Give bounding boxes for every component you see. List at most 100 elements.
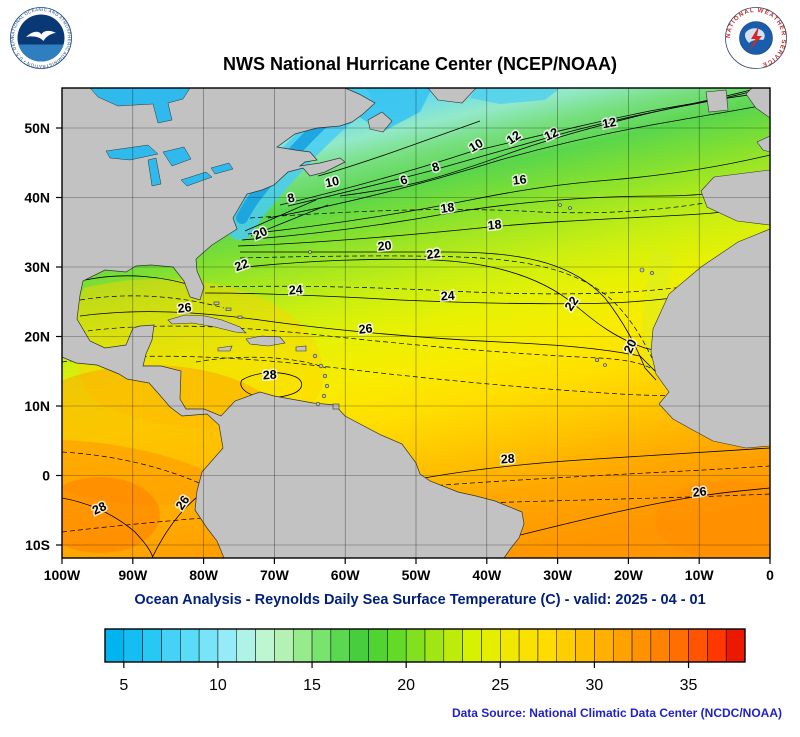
bahamas-island — [225, 307, 232, 311]
colorbar-tick-label: 10 — [209, 677, 227, 694]
antilles-island — [322, 373, 328, 379]
greenland-tip — [427, 88, 477, 104]
trinidad-island — [332, 403, 340, 410]
x-axis-label: 0 — [766, 567, 774, 583]
contour-label: 28 — [500, 452, 515, 467]
colorbar-segment — [537, 628, 558, 663]
jamaica-island — [217, 345, 233, 352]
contour-line-dashed — [79, 295, 225, 309]
canary-island — [650, 271, 654, 275]
colorbar-segment — [669, 628, 689, 663]
canary-island — [639, 267, 645, 273]
colorbar-tick-label: 25 — [491, 677, 509, 694]
colorbar-tick-label: 30 — [586, 677, 604, 694]
contour-label: 22 — [426, 246, 442, 262]
contour-line-dashed — [429, 465, 770, 487]
x-axis-label: 70W — [260, 567, 290, 583]
contour-line — [267, 103, 770, 219]
contour-label: 22 — [233, 256, 251, 274]
azores-island — [568, 206, 572, 210]
colorbar-segment — [255, 628, 275, 663]
ireland-island — [705, 89, 729, 113]
colorbar-segment — [443, 628, 463, 663]
contour-line-dashed — [62, 451, 248, 558]
x-axis-label: 100W — [44, 567, 81, 583]
colorbar-segment — [707, 628, 727, 663]
colorbar-segment — [424, 628, 445, 663]
colorbar-segment — [631, 628, 652, 663]
colorbar-segment — [612, 628, 633, 663]
contour-label: 26 — [358, 321, 373, 336]
y-axis-label: 0 — [42, 468, 50, 484]
lake-superior — [105, 144, 159, 161]
bahamas-island — [237, 315, 243, 319]
colorbar-segment — [198, 628, 219, 663]
colorbar-segment — [161, 628, 181, 663]
colorbar-segment — [650, 628, 670, 663]
colorbar-segment — [217, 628, 238, 663]
cuba-island — [167, 314, 247, 334]
y-axis-label: 40N — [24, 190, 50, 206]
gulf-of-guinea-warm-water — [655, 480, 770, 558]
colorbar-segment — [142, 628, 162, 663]
map-subtitle: Ocean Analysis - Reynolds Daily Sea Surf… — [134, 592, 705, 608]
colorbar-segment — [330, 628, 350, 663]
contour-line — [479, 487, 770, 546]
colorbar-segment — [292, 628, 313, 663]
colorbar-segment — [462, 628, 482, 663]
lake-erie — [180, 171, 213, 187]
newfoundland-island — [367, 111, 393, 133]
colorbar-segment — [725, 628, 746, 663]
colorbar-segment — [236, 628, 256, 663]
y-axis-label: 20N — [24, 329, 50, 345]
contour-line — [240, 251, 657, 381]
colorbar-segment — [387, 628, 407, 663]
colorbar-segment — [594, 628, 614, 663]
colorbar-segment — [349, 628, 369, 663]
colorbar-segment — [556, 628, 576, 663]
contour-label: 10 — [324, 174, 341, 191]
nws-logo: NATIONAL WEATHER SERVICE — [725, 7, 787, 69]
antilles-island — [312, 353, 318, 359]
contour-label: 18 — [487, 217, 502, 232]
hispaniola-island — [245, 335, 286, 347]
x-axis-label: 60W — [331, 567, 361, 583]
x-axis-label: 50W — [402, 567, 432, 583]
france-coast — [756, 135, 770, 153]
contour-label: 12 — [601, 115, 617, 131]
y-axis-label: 10N — [24, 398, 50, 414]
colorbar-segment — [575, 628, 595, 663]
contour-label: 26 — [692, 484, 707, 499]
nws-lightning-icon — [749, 26, 762, 51]
colorbar-segment — [311, 628, 332, 663]
colorbar-tick-label: 20 — [397, 677, 415, 694]
y-axis-label: 50N — [24, 120, 50, 136]
x-axis-label: 10W — [685, 567, 715, 583]
temperature-colorbar: 5 10 15 20 25 30 35 — [104, 628, 746, 694]
colorbar-segment — [123, 628, 143, 663]
contour-line-dashed — [239, 255, 653, 359]
colorbar-segment — [688, 628, 708, 663]
x-axis-label: 90W — [118, 567, 148, 583]
page-title: NWS National Hurricane Center (NCEP/NOAA… — [223, 54, 617, 74]
colorbar-segment — [180, 628, 200, 663]
british-isles — [745, 88, 770, 119]
contour-label: 24 — [440, 289, 455, 304]
contour-line — [287, 88, 763, 207]
contour-label: 16 — [512, 172, 527, 187]
contour-line-dashed — [79, 325, 663, 377]
americas-landmass — [62, 88, 525, 558]
x-axis-label: 30W — [543, 567, 573, 583]
contour-label: 18 — [440, 200, 456, 216]
contour-line — [247, 154, 770, 235]
contour-label: 20 — [377, 238, 392, 253]
colorbar-frame — [104, 628, 746, 663]
noaa-seal-sea — [18, 44, 64, 62]
axes: 100W 90W 80W 70W 60W 50W 40W 30W 20W 10W 0 50N 40N 30… — [24, 120, 774, 583]
colorbar-tick-label: 15 — [303, 677, 321, 694]
antilles-island — [324, 383, 330, 389]
lake-ontario — [210, 162, 234, 175]
colorbar-tick-label: 35 — [680, 677, 698, 694]
contour-line — [79, 311, 657, 373]
